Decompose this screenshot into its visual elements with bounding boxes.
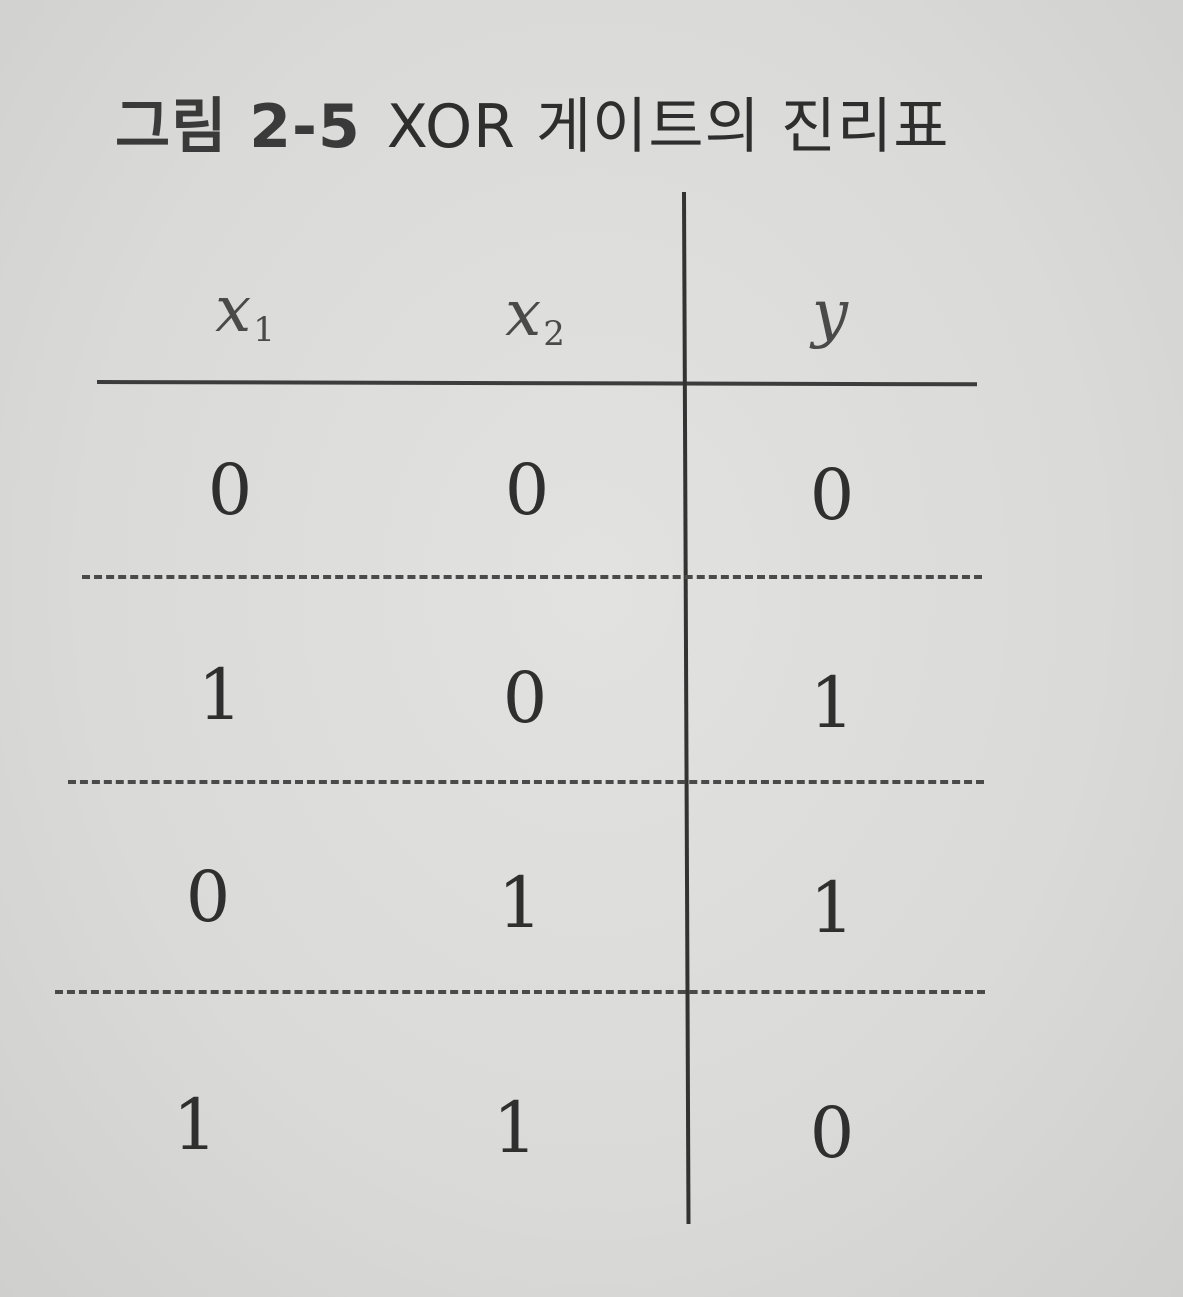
header-x2: x2: [505, 277, 565, 354]
cell-x1: 1: [172, 1084, 218, 1166]
figure-label: 그림 2-5: [115, 92, 361, 162]
cell-x2: 0: [502, 657, 548, 739]
row-divider: [68, 780, 984, 784]
header-divider: [96, 380, 978, 387]
row-divider: [55, 990, 985, 994]
header-y: y: [811, 277, 849, 351]
cell-x1: 1: [197, 654, 243, 736]
figure-title: XOR 게이트의 진리표: [386, 92, 950, 162]
cell-y: 1: [809, 662, 855, 744]
cell-x2: 1: [497, 862, 543, 944]
cell-y: 0: [809, 454, 855, 536]
row-divider: [82, 575, 982, 579]
figure-caption: 그림 2-5 XOR 게이트의 진리표: [115, 78, 949, 165]
cell-y: 0: [809, 1092, 855, 1174]
header-x1: x1: [215, 273, 275, 350]
cell-x2: 1: [492, 1087, 538, 1169]
cell-x1: 0: [185, 856, 231, 938]
cell-x2: 0: [504, 449, 550, 531]
cell-y: 1: [809, 867, 855, 949]
output-divider: [682, 191, 691, 1224]
cell-x1: 0: [207, 449, 253, 531]
